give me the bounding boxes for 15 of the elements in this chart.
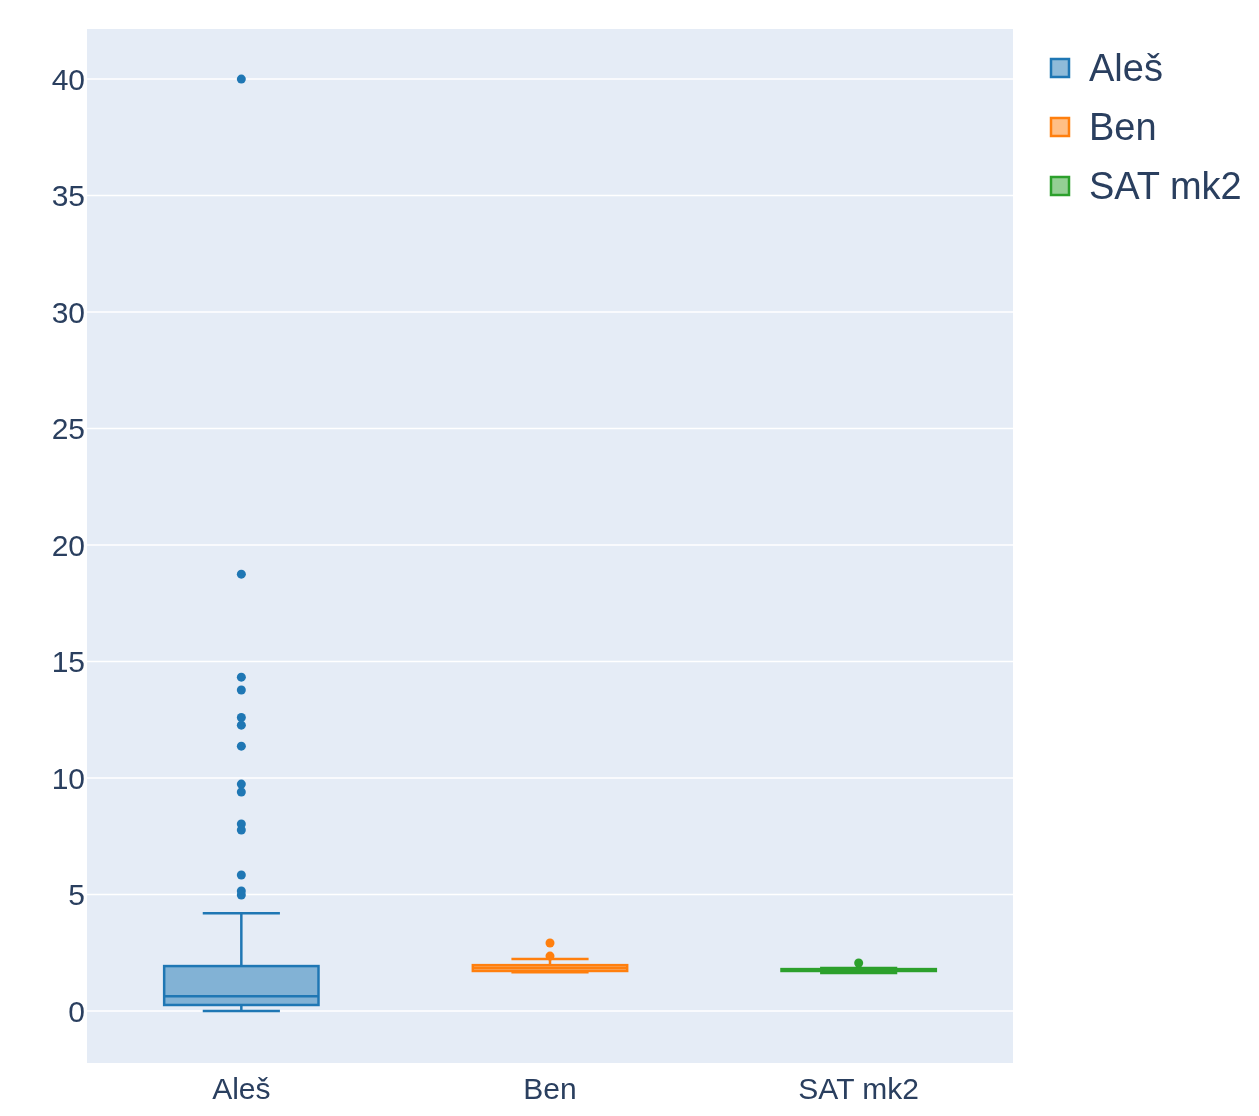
x-tick-label: Ben [523, 1072, 577, 1105]
x-tick-label: Aleš [212, 1072, 271, 1105]
y-tick-label: 10 [51, 761, 85, 795]
y-tick-label: 30 [51, 295, 85, 329]
y-tick-label: 40 [51, 62, 85, 96]
legend-label: SAT mk2 [1089, 165, 1242, 208]
y-tick-label: 20 [51, 528, 85, 562]
y-tick-label: 35 [51, 179, 85, 213]
y-tick-label: 15 [51, 645, 85, 679]
legend-label: Aleš [1089, 47, 1163, 90]
y-tick-label: 25 [51, 412, 85, 446]
y-tick-label: 5 [68, 878, 85, 912]
legend-label: Ben [1089, 106, 1157, 149]
x-tick-label: SAT mk2 [798, 1072, 919, 1105]
y-tick-label: 0 [68, 994, 85, 1028]
